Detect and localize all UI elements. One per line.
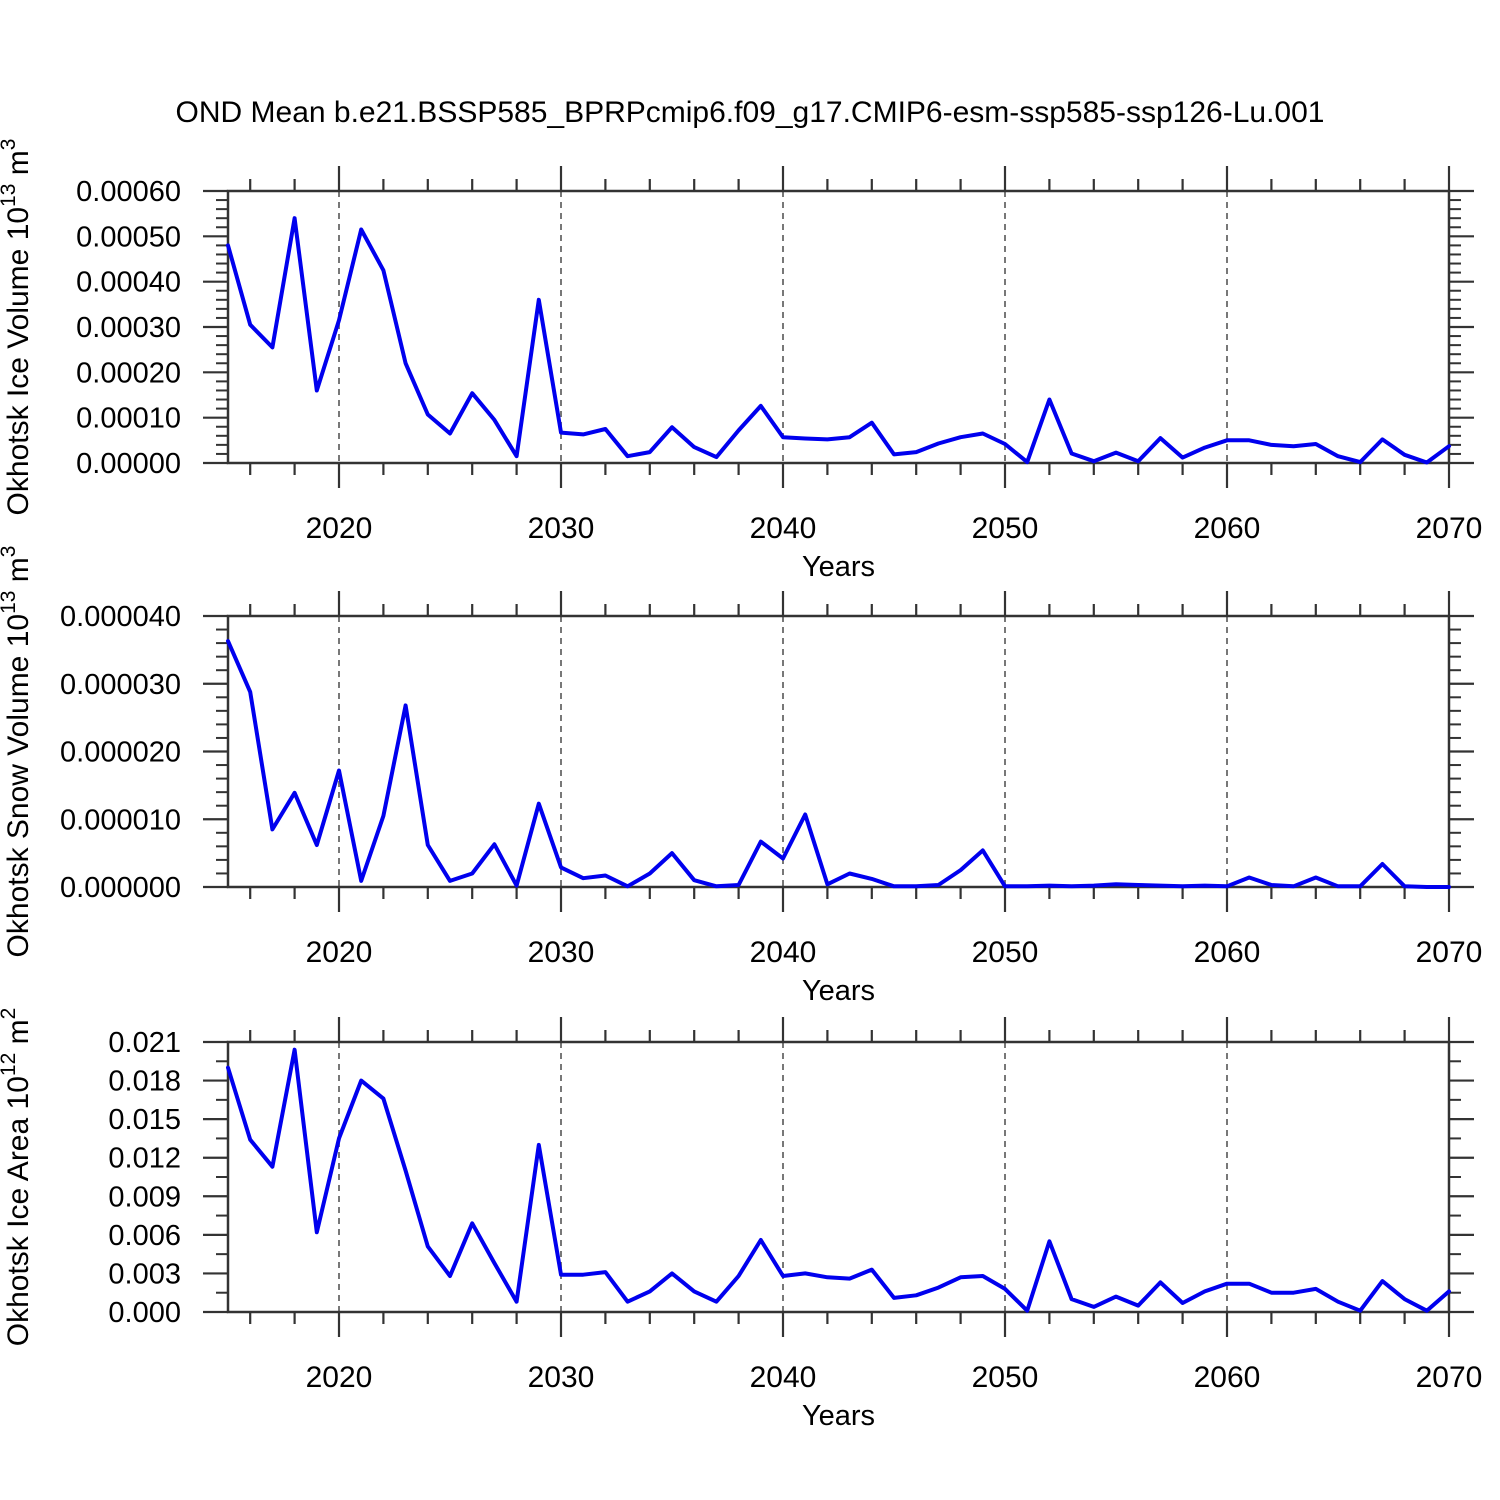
y-tick-label: 0.00000	[76, 448, 181, 480]
x-tick-label: 2020	[306, 512, 373, 545]
y-tick-label: 0.00040	[76, 267, 181, 299]
okhotsk-ice-volume-panel: 0.00000 0.00010 0.00020 0.00030 0.00040 0.000…	[0, 139, 1482, 583]
x-tick-label: 2030	[528, 1361, 595, 1394]
x-axis-title: Years	[802, 975, 875, 1007]
x-tick-label: 2030	[528, 512, 595, 545]
x-tick-label: 2040	[750, 512, 817, 545]
x-tick-label: 2050	[972, 936, 1039, 969]
y-tick-label: 0.000020	[60, 737, 181, 769]
y-axis-title: Okhotsk Snow Volume 1013 m3	[0, 546, 35, 958]
okhotsk-ice-area-line	[226, 1047, 1451, 1313]
y-tick-label: 0.00050	[76, 221, 181, 253]
y-tick-label: 0.00060	[76, 176, 181, 208]
y-tick-label: 0.012	[108, 1143, 181, 1175]
x-tick-label: 2060	[1194, 1361, 1261, 1394]
y-tick-label: 0.000040	[60, 601, 181, 633]
x-axis-title: Years	[802, 1400, 875, 1432]
chart-title: OND Mean b.e21.BSSP585_BPRPcmip6.f09_g17…	[175, 96, 1325, 129]
x-tick-label: 2040	[750, 1361, 817, 1394]
x-tick-label: 2060	[1194, 512, 1261, 545]
y-tick-label: 0.021	[108, 1027, 181, 1059]
okhotsk-snow-volume-panel: 0.000000 0.000010 0.000020 0.000030 0.000040…	[0, 546, 1482, 1007]
x-tick-label: 2030	[528, 936, 595, 969]
okhotsk-ice-volume-line	[226, 216, 1451, 465]
y-tick-label: 0.018	[108, 1066, 181, 1098]
x-tick-label: 2070	[1416, 1361, 1483, 1394]
x-tick-label: 2040	[750, 936, 817, 969]
y-axis-title: Okhotsk Ice Volume 1013 m3	[0, 139, 35, 516]
x-axis-title: Years	[802, 551, 875, 583]
x-tick-label: 2050	[972, 1361, 1039, 1394]
y-tick-label: 0.00010	[76, 403, 181, 435]
okhotsk-ice-area-panel: 0.000 0.003 0.006 0.009 0.012 0.015 0.018 0.021…	[0, 1008, 1482, 1432]
x-tick-label: 2070	[1416, 936, 1483, 969]
y-tick-label: 0.000000	[60, 872, 181, 904]
x-tick-label: 2020	[306, 936, 373, 969]
x-tick-label: 2060	[1194, 936, 1261, 969]
x-tick-label: 2070	[1416, 512, 1483, 545]
okhotsk-snow-volume-line	[226, 639, 1451, 889]
y-tick-label: 0.015	[108, 1104, 181, 1136]
plot-frame	[226, 189, 1451, 465]
plot-frame	[226, 1040, 1451, 1314]
y-tick-label: 0.003	[108, 1258, 181, 1290]
x-tick-label: 2020	[306, 1361, 373, 1394]
y-tick-label: 0.009	[108, 1181, 181, 1213]
y-tick-label: 0.000	[108, 1297, 181, 1329]
y-tick-label: 0.006	[108, 1220, 181, 1252]
y-tick-label: 0.000030	[60, 669, 181, 701]
y-tick-label: 0.00030	[76, 312, 181, 344]
y-tick-label: 0.000010	[60, 804, 181, 836]
x-tick-label: 2050	[972, 512, 1039, 545]
y-axis-title: Okhotsk Ice Area 1012 m2	[0, 1008, 35, 1347]
y-tick-label: 0.00020	[76, 357, 181, 389]
